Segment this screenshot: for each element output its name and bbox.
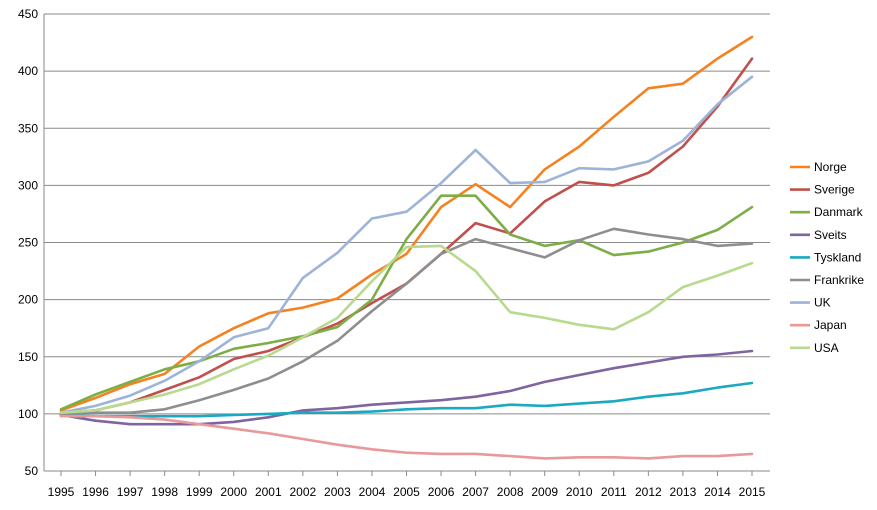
legend-item-tyskland: Tyskland (790, 250, 861, 264)
x-tick-label-2006: 2006 (428, 485, 455, 499)
y-tick-label-450: 450 (18, 7, 38, 21)
x-tick-label-2012: 2012 (635, 485, 662, 499)
x-tick-label-2005: 2005 (393, 485, 420, 499)
gridlines (44, 13, 770, 415)
y-tick-label-150: 150 (18, 350, 38, 364)
legend-label-sveits: Sveits (814, 228, 847, 242)
legend-item-frankrike: Frankrike (790, 273, 864, 287)
series-line-usa (59, 244, 754, 415)
x-tick-label-2000: 2000 (220, 485, 247, 499)
y-tick-label-250: 250 (18, 236, 38, 250)
x-tick-label-2004: 2004 (359, 485, 386, 499)
x-tick-label-1997: 1997 (117, 485, 144, 499)
y-axis-tick-labels: 50 100 150 200 250 300 350 400 450 (18, 7, 38, 478)
series-lines (59, 35, 754, 460)
series-line-danmark (59, 194, 754, 411)
y-tick-label-50: 50 (25, 464, 39, 478)
legend-item-danmark: Danmark (790, 205, 864, 219)
legend-label-danmark: Danmark (814, 205, 864, 219)
series-line-sveits (59, 349, 754, 426)
series-line-frankrike (59, 227, 754, 416)
legend-item-sveits: Sveits (790, 228, 847, 242)
legend-label-frankrike: Frankrike (814, 273, 864, 287)
legend-item-usa: USA (790, 341, 839, 355)
x-tick-label-1998: 1998 (151, 485, 178, 499)
x-axis-tick-labels: 1995 1996 1997 1998 1999 2000 2001 2002 2003 2004… (48, 485, 766, 499)
x-tick-label-2014: 2014 (704, 485, 731, 499)
x-tick-label-2009: 2009 (531, 485, 558, 499)
axes (43, 14, 770, 476)
x-tick-label-1995: 1995 (48, 485, 75, 499)
series-line-tyskland (59, 381, 754, 418)
x-tick-label-2003: 2003 (324, 485, 351, 499)
legend-label-usa: USA (814, 341, 839, 355)
x-tick-label-2013: 2013 (670, 485, 697, 499)
legend-item-japan: Japan (790, 318, 847, 332)
y-tick-label-100: 100 (18, 407, 38, 421)
x-tick-label-2001: 2001 (255, 485, 282, 499)
y-tick-label-400: 400 (18, 64, 38, 78)
x-tick-label-1999: 1999 (186, 485, 213, 499)
legend-label-sverige: Sverige (814, 183, 855, 197)
legend-label-tyskland: Tyskland (814, 250, 861, 264)
legend-item-norge: Norge (790, 160, 847, 174)
x-tick-label-2002: 2002 (289, 485, 316, 499)
x-tick-label-2015: 2015 (739, 485, 766, 499)
y-tick-label-350: 350 (18, 121, 38, 135)
x-tick-label-2010: 2010 (566, 485, 593, 499)
x-tick-label-2007: 2007 (462, 485, 489, 499)
legend-label-uk: UK (814, 296, 831, 310)
x-tick-label-2011: 2011 (601, 485, 627, 499)
legend: Norge Sverige Danmark Sveits Tyskland Frankri… (790, 160, 864, 355)
legend-label-japan: Japan (814, 318, 847, 332)
legend-label-norge: Norge (814, 160, 847, 174)
y-tick-label-200: 200 (18, 293, 38, 307)
series-line-norge (59, 35, 754, 412)
x-tick-label-2008: 2008 (497, 485, 524, 499)
y-tick-label-300: 300 (18, 178, 38, 192)
legend-item-uk: UK (790, 296, 831, 310)
series-line-uk (59, 75, 754, 415)
x-tick-label-1996: 1996 (82, 485, 109, 499)
series-line-japan (59, 414, 754, 460)
legend-item-sverige: Sverige (790, 183, 855, 197)
